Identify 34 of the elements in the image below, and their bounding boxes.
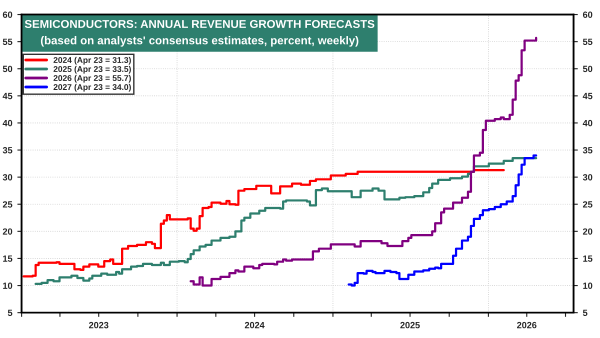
- x-tick-label: 2026: [517, 322, 536, 328]
- y-tick-label: 45: [582, 92, 592, 100]
- y2-tick-label: 55: [2, 38, 12, 45]
- y-tick-label: 35: [582, 147, 592, 154]
- y-tick-label: 15: [583, 256, 592, 262]
- y-tick-label: 60: [582, 12, 592, 18]
- y2-tick-label: 50: [2, 66, 12, 72]
- x-tick-label: 2024: [244, 322, 265, 328]
- y2-tick-label: 25: [2, 201, 12, 208]
- y-tick-label: 40: [582, 120, 592, 126]
- legend-label: 2025 (Apr 23 = 33.5): [54, 66, 131, 74]
- y-tick-label: 50: [582, 66, 592, 72]
- y-tick-label: 5: [582, 310, 588, 316]
- legend-label: 2027 (Apr 23 = 34.0): [54, 84, 131, 92]
- y2-tick-label: 5: [8, 310, 12, 316]
- y-tick-label: 10: [583, 282, 592, 289]
- y2-tick-label: 60: [2, 12, 12, 18]
- y2-tick-label: 15: [3, 256, 12, 262]
- legend-label: 2026 (Apr 23 = 55.7): [54, 74, 131, 83]
- y2-tick-label: 45: [2, 92, 12, 100]
- y-tick-label: 30: [582, 174, 592, 181]
- y2-tick-label: 40: [2, 120, 12, 126]
- x-tick-label: 2025: [400, 322, 420, 328]
- text: (based on analysts' consensus estimates, percent, weekly): [40, 36, 358, 47]
- legend-label: 2024 (Apr 23 = 31.3): [54, 56, 131, 65]
- x-tick-label: 2023: [88, 322, 108, 328]
- y2-tick-label: 20: [2, 228, 12, 235]
- y-tick-label: 20: [582, 228, 592, 235]
- y2-tick-label: 35: [2, 147, 12, 154]
- y2-tick-label: 30: [2, 174, 12, 181]
- y2-tick-label: 10: [3, 282, 12, 289]
- chart-title: SEMICONDUCTORS: ANNUAL REVENUE GROWTH FORECASTS: [24, 20, 374, 28]
- y-tick-label: 55: [582, 38, 592, 45]
- y-tick-label: 25: [582, 201, 592, 208]
